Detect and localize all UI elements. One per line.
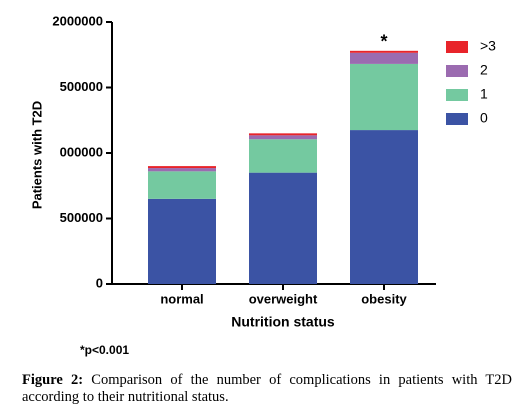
y-axis-title: Patients with T2D xyxy=(29,101,44,209)
legend-label: >3 xyxy=(480,38,496,54)
legend-swatch xyxy=(446,65,468,77)
legend-label: 0 xyxy=(480,110,488,126)
bar-segment xyxy=(249,172,317,284)
caption: Figure 2: Comparison of the number of co… xyxy=(22,372,512,406)
bar-segment xyxy=(350,50,418,53)
x-tick-label: overweight xyxy=(249,291,318,306)
caption-label: Figure 2: xyxy=(22,372,84,388)
x-tick-label: normal xyxy=(160,291,203,306)
y-tick-label: 000000 xyxy=(60,144,103,159)
y-tick-label: 0 xyxy=(96,275,103,290)
legend-swatch xyxy=(446,89,468,101)
bar-segment xyxy=(350,52,418,64)
chart: Patients with T2D Nutrition status *p<0.… xyxy=(29,13,496,357)
legend-label: 2 xyxy=(480,62,488,78)
x-axis-title: Nutrition status xyxy=(231,314,335,330)
bar-segment xyxy=(148,198,216,284)
caption-text: Comparison of the number of complication… xyxy=(22,372,512,405)
legend-swatch xyxy=(446,113,468,125)
bar-segment xyxy=(148,166,216,169)
bar-segment xyxy=(249,135,317,140)
legend-swatch xyxy=(446,41,468,53)
footnote: *p<0.001 xyxy=(80,343,129,357)
legend-label: 1 xyxy=(480,86,488,102)
bar-segment xyxy=(249,133,317,136)
bar-segment xyxy=(249,139,317,173)
y-tick-label: 500000 xyxy=(60,210,103,225)
y-tick-label: 2000000 xyxy=(52,13,103,28)
bar-segment xyxy=(350,63,418,131)
x-tick-label: obesity xyxy=(361,291,407,306)
bar-segment xyxy=(148,171,216,199)
y-tick-label: 500000 xyxy=(60,79,103,94)
annotation: * xyxy=(380,32,387,52)
bar-segment xyxy=(148,168,216,172)
bar-segment xyxy=(350,130,418,284)
